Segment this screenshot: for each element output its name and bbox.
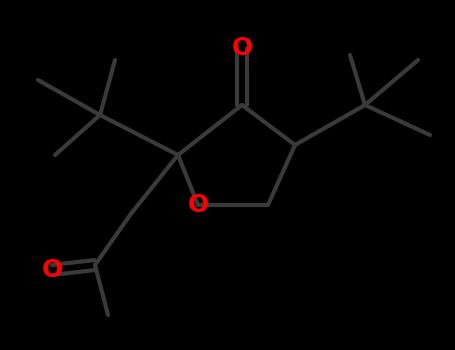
- Text: O: O: [41, 258, 63, 282]
- Text: O: O: [232, 36, 253, 60]
- Text: O: O: [187, 193, 209, 217]
